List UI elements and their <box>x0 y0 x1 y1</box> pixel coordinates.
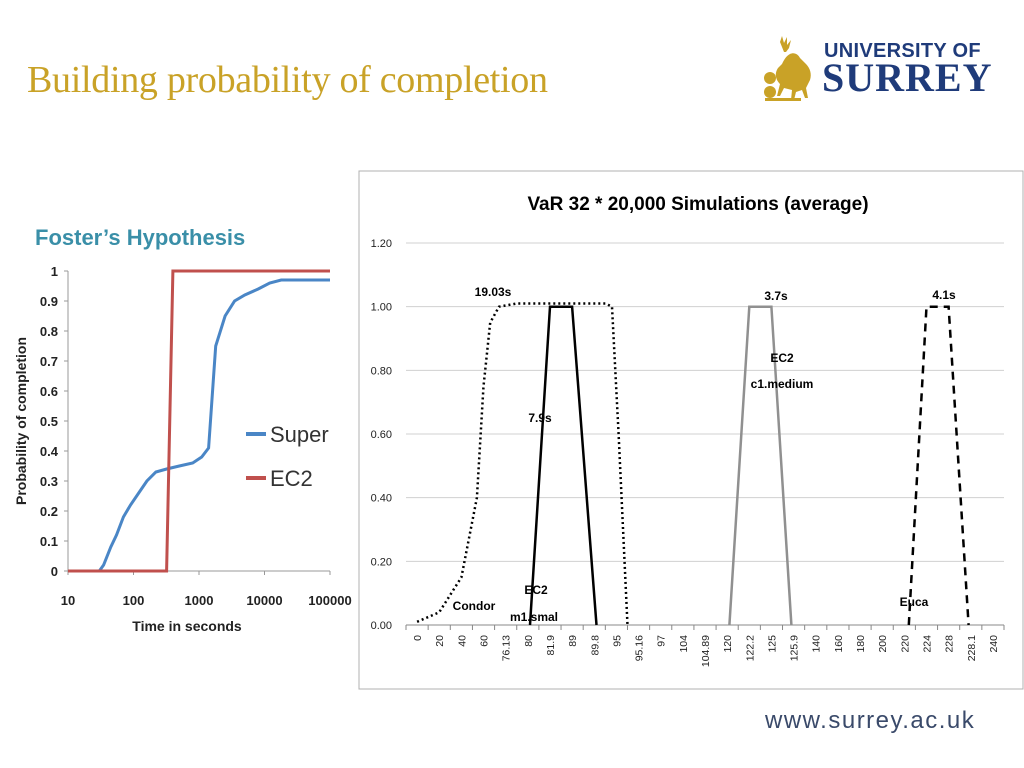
x-tick-label: 100000 <box>308 593 351 608</box>
x-tick-label: 240 <box>988 635 1000 653</box>
var-simulations-chart: VaR 32 * 20,000 Simulations (average) 0.… <box>358 170 1024 690</box>
chart-annotation: 4.1s <box>932 288 956 302</box>
chart-annotation: Condor <box>453 599 496 613</box>
y-tick-label: 0.5 <box>40 414 58 429</box>
x-tick-label: 104 <box>678 635 690 653</box>
x-tick-label: 1000 <box>185 593 214 608</box>
y-tick-label: 1.00 <box>371 302 392 314</box>
slide-title: Building probability of completion <box>27 59 548 101</box>
x-tick-label: 104.89 <box>700 635 712 667</box>
left-chart-axes <box>64 270 331 575</box>
x-tick-label: 81.9 <box>545 635 557 656</box>
x-tick-label: 80 <box>523 635 535 647</box>
x-tick-label: 89.8 <box>589 635 601 656</box>
series-line-ec2-c1-medium <box>728 305 793 626</box>
y-axis-label: Probability of completion <box>13 337 29 505</box>
y-tick-label: 0.6 <box>40 384 58 399</box>
x-tick-label: 10 <box>61 593 75 608</box>
x-tick-label: 228 <box>944 635 956 653</box>
chart-annotation: Euca <box>900 595 929 609</box>
y-tick-label: 0.00 <box>371 620 392 632</box>
x-tick-label: 0 <box>412 635 424 641</box>
university-logo[interactable]: UNIVERSITY OF SURREY <box>760 34 992 106</box>
legend-label-super: Super <box>270 422 329 447</box>
left-chart-series <box>68 269 330 573</box>
y-tick-label: 0.8 <box>40 324 58 339</box>
y-tick-label: 0.20 <box>371 556 392 568</box>
left-chart-labels: 0 0.1 0.2 0.3 0.4 0.5 0.6 0.7 0.8 0.9 1 10 100 1000 10… <box>13 264 352 634</box>
x-tick-label: 224 <box>921 635 933 653</box>
series-line-super <box>68 278 330 573</box>
chart-annotation: EC2 <box>770 351 794 365</box>
chart-annotation: 7.9s <box>528 411 552 425</box>
chart-annotation: c1.medium <box>751 377 814 391</box>
x-tick-label: 100 <box>123 593 145 608</box>
probability-completion-chart: 0 0.1 0.2 0.3 0.4 0.5 0.6 0.7 0.8 0.9 1 10 100 1000 10… <box>13 264 352 634</box>
stag-icon <box>764 36 811 101</box>
x-tick-label: 76.13 <box>501 635 513 661</box>
chart-annotation: 3.7s <box>764 289 788 303</box>
series-line-ec2-m1-smal <box>528 305 598 626</box>
x-tick-label: 97 <box>656 635 668 647</box>
footer-url[interactable]: www.surrey.ac.uk <box>765 707 976 734</box>
y-tick-label: 1 <box>51 264 58 279</box>
x-tick-label: 89 <box>567 635 579 647</box>
y-tick-label: 0 <box>51 564 58 579</box>
chart-annotation: m1.smal <box>510 610 558 624</box>
chart-annotation: 19.03s <box>475 285 512 299</box>
x-tick-label: 95.16 <box>634 635 646 661</box>
x-tick-label: 40 <box>456 635 468 647</box>
y-tick-label: 0.40 <box>371 493 392 505</box>
foster-hypothesis-heading: Foster’s Hypothesis <box>35 225 246 250</box>
y-tick-label: 0.9 <box>40 294 58 309</box>
logo-surrey: SURREY <box>822 55 993 100</box>
x-tick-label: 228.1 <box>966 635 978 661</box>
x-tick-label: 20 <box>434 635 446 647</box>
x-tick-label: 200 <box>877 635 889 653</box>
right-chart-labels: 0.00 0.20 0.40 0.60 0.80 1.00 1.20 0 20 40 60 76.13… <box>371 238 1000 667</box>
chart-title: VaR 32 * 20,000 Simulations (average) <box>527 194 868 215</box>
chart-border <box>358 170 1024 690</box>
y-tick-label: 0.3 <box>40 474 58 489</box>
y-tick-label: 0.4 <box>40 444 59 459</box>
chart-annotation: EC2 <box>524 583 548 597</box>
series-line-euca <box>907 305 970 626</box>
y-tick-label: 0.7 <box>40 354 58 369</box>
right-chart-series <box>416 302 970 626</box>
x-axis-label: Time in seconds <box>132 618 242 634</box>
x-tick-label: 10000 <box>246 593 282 608</box>
x-tick-label: 95 <box>611 635 623 647</box>
legend-label-ec2: EC2 <box>270 466 313 491</box>
x-tick-label: 60 <box>479 635 491 647</box>
y-tick-label: 0.60 <box>371 429 392 441</box>
logo-university-of: UNIVERSITY OF <box>824 40 981 62</box>
x-tick-label: 125.9 <box>789 635 801 661</box>
y-tick-label: 1.20 <box>371 238 392 250</box>
x-tick-label: 120 <box>722 635 734 653</box>
y-tick-label: 0.80 <box>371 365 392 377</box>
x-tick-label: 180 <box>855 635 867 653</box>
y-tick-label: 0.2 <box>40 504 58 519</box>
x-tick-label: 160 <box>833 635 845 653</box>
x-tick-label: 220 <box>899 635 911 653</box>
y-tick-label: 0.1 <box>40 534 58 549</box>
x-tick-label: 140 <box>811 635 823 653</box>
x-tick-label: 122.2 <box>744 635 756 661</box>
x-tick-label: 125 <box>766 635 778 653</box>
series-line-ec2 <box>68 269 330 573</box>
